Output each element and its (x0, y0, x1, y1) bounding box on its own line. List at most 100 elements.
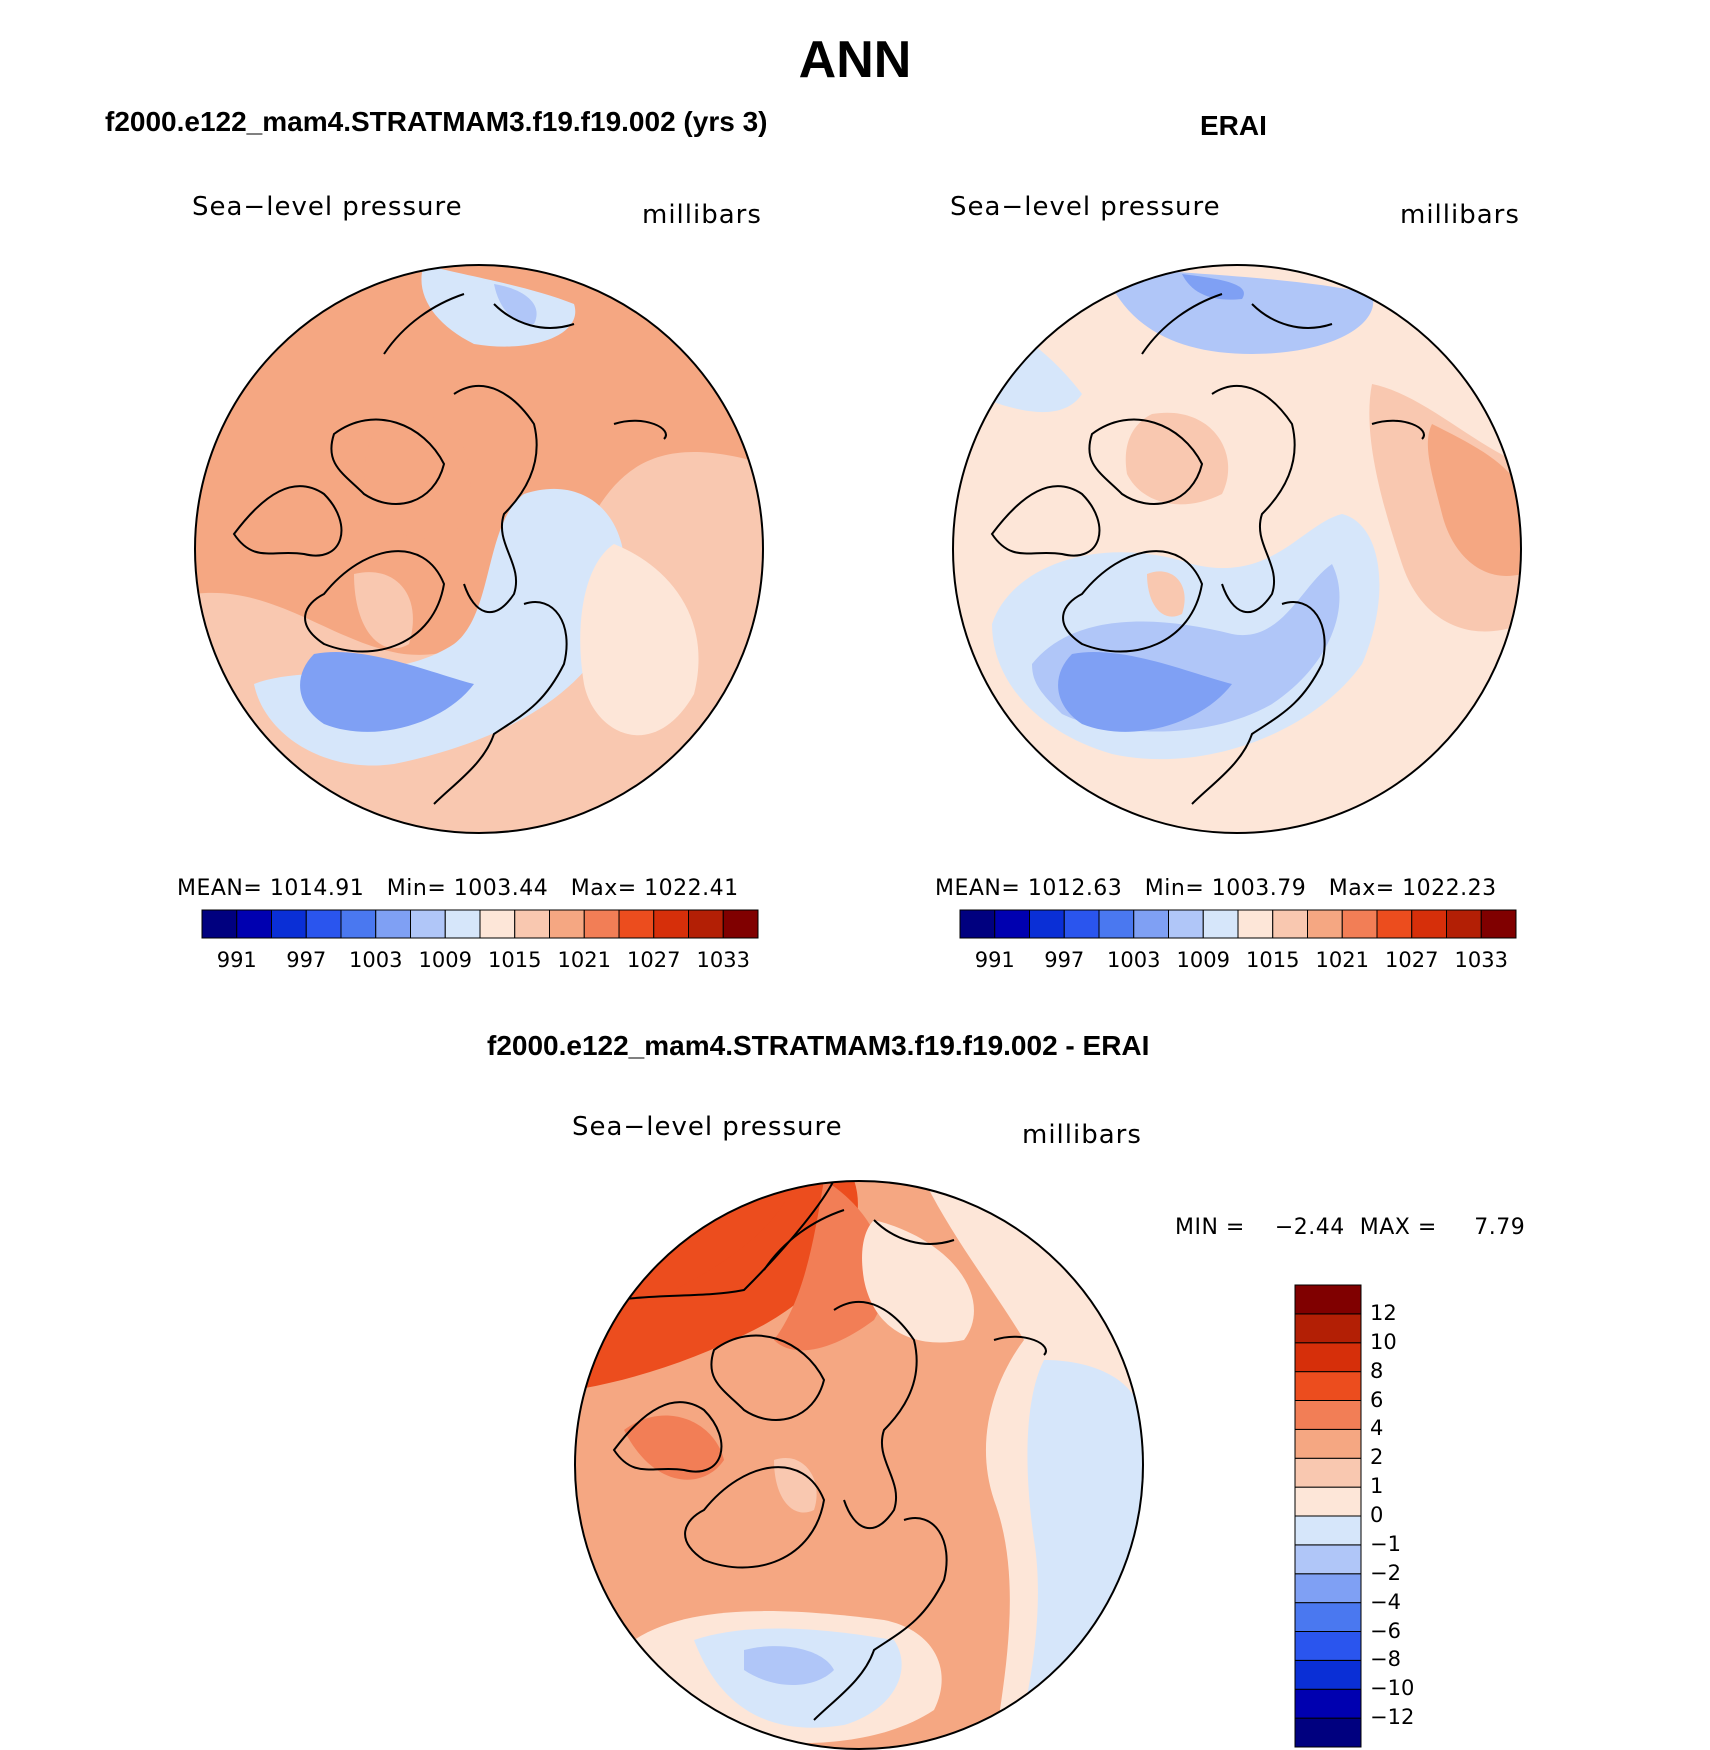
diff-colorbar-tick-label: 8 (1370, 1358, 1384, 1383)
model-colorbar-tick-label: 1015 (488, 948, 542, 972)
obs-colorbar-swatch (1063, 909, 1100, 939)
model-colorbar-tick-label: 1033 (696, 948, 750, 972)
model-colorbar-swatch (340, 909, 377, 939)
model-colorbar-swatch (305, 909, 342, 939)
diff-colorbar-swatch (1294, 1400, 1362, 1430)
obs-variable-label: Sea−level pressure (950, 192, 1221, 222)
obs-stats: MEAN= 1012.63 Min= 1003.79 Max= 1022.23 (935, 876, 1497, 901)
diff-colorbar-tick-label: −12 (1370, 1705, 1415, 1730)
obs-max-value: 1022.23 (1402, 876, 1497, 901)
model-polar-map (194, 264, 764, 834)
diff-colorbar-tick-label: 1 (1370, 1474, 1384, 1499)
obs-units-label: millibars (1400, 200, 1520, 230)
obs-panel-heading: ERAI (1200, 110, 1267, 141)
model-colorbar-swatch (201, 909, 238, 939)
obs-colorbar-swatch (1411, 909, 1447, 939)
diff-colorbar (1294, 1284, 1362, 1748)
obs-colorbar-swatch (1480, 909, 1517, 939)
diff-min-label: MIN = (1175, 1215, 1245, 1240)
obs-colorbar-labels: 991 997 1003 1009 1015 1021 1027 1033 (960, 948, 1516, 976)
model-colorbar-tick-label: 1009 (418, 948, 472, 972)
model-colorbar-swatch (618, 909, 655, 939)
diff-colorbar-swatch (1294, 1544, 1362, 1575)
obs-colorbar-swatch (1168, 909, 1204, 939)
model-units-label: millibars (642, 200, 762, 230)
diff-colorbar-tick-label: 4 (1370, 1416, 1384, 1441)
obs-colorbar-swatch (994, 909, 1030, 939)
diff-colorbar-swatch (1294, 1659, 1362, 1690)
obs-colorbar (959, 909, 1517, 939)
diff-colorbar-tick-label: 12 (1370, 1300, 1397, 1325)
diff-colorbar-swatch (1294, 1602, 1362, 1632)
model-colorbar-swatch (410, 909, 446, 939)
model-colorbar (201, 909, 759, 939)
obs-colorbar-swatch (1237, 909, 1274, 939)
obs-colorbar-tick-label: 991 (974, 948, 1015, 972)
model-colorbar-tick-label: 997 (286, 948, 327, 972)
model-colorbar-swatch (549, 909, 585, 939)
diff-colorbar-swatch (1294, 1313, 1362, 1344)
obs-colorbar-swatch (1272, 909, 1308, 939)
model-mean-label: MEAN= (177, 876, 263, 901)
obs-colorbar-tick-label: 1027 (1385, 948, 1439, 972)
model-colorbar-swatch (375, 909, 411, 939)
figure-title: ANN (798, 31, 912, 89)
model-max-label: Max= (570, 876, 637, 901)
model-colorbar-swatch (688, 909, 724, 939)
obs-colorbar-swatch (1029, 909, 1065, 939)
model-colorbar-swatch (479, 909, 516, 939)
diff-colorbar-tick-label: −4 (1370, 1589, 1401, 1614)
obs-colorbar-swatch (1098, 909, 1135, 939)
model-colorbar-swatch (444, 909, 481, 939)
model-colorbar-tick-label: 1003 (349, 948, 403, 972)
diff-colorbar-tick-label: −6 (1370, 1618, 1401, 1643)
obs-min-label: Min= (1144, 876, 1205, 901)
diff-colorbar-swatch (1294, 1631, 1362, 1661)
diff-variable-label: Sea−level pressure (572, 1112, 843, 1142)
model-colorbar-tick-label: 1021 (557, 948, 611, 972)
diff-polar-map (574, 1180, 1144, 1750)
diff-colorbar-swatch (1294, 1688, 1362, 1719)
obs-colorbar-tick-label: 1021 (1315, 948, 1369, 972)
obs-colorbar-tick-label: 1009 (1176, 948, 1230, 972)
obs-mean-label: MEAN= (935, 876, 1021, 901)
obs-colorbar-swatch (1133, 909, 1169, 939)
obs-colorbar-swatch (1446, 909, 1482, 939)
model-colorbar-swatch (653, 909, 689, 939)
model-colorbar-swatch (514, 909, 550, 939)
diff-colorbar-tick-label: 0 (1370, 1503, 1384, 1527)
diff-colorbar-swatch (1294, 1457, 1362, 1488)
model-stats: MEAN= 1014.91 Min= 1003.44 Max= 1022.41 (177, 876, 739, 901)
diff-colorbar-tick-label: −8 (1370, 1647, 1401, 1672)
model-colorbar-labels: 991 997 1003 1009 1015 1021 1027 1033 (202, 948, 758, 976)
model-colorbar-swatch (236, 909, 272, 939)
diff-colorbar-tick-label: −1 (1370, 1531, 1401, 1556)
obs-mean-value: 1012.63 (1027, 876, 1123, 901)
obs-polar-map (952, 264, 1522, 834)
model-min-value: 1003.44 (453, 876, 549, 901)
diff-max-label: MAX = (1359, 1215, 1437, 1240)
diff-min-value: −2.44 (1274, 1215, 1345, 1240)
diff-colorbar-swatch (1294, 1573, 1362, 1604)
diff-units-label: millibars (1022, 1120, 1142, 1150)
model-max-value: 1022.41 (644, 876, 739, 901)
model-panel-heading: f2000.e122_mam4.STRATMAM3.f19.f19.002 (y… (105, 106, 768, 137)
diff-max-value: 7.79 (1474, 1215, 1526, 1240)
diff-colorbar-swatch (1294, 1284, 1362, 1315)
model-colorbar-swatch (271, 909, 307, 939)
model-colorbar-tick-label: 1027 (627, 948, 681, 972)
obs-min-value: 1003.79 (1211, 876, 1307, 901)
obs-colorbar-swatch (1307, 909, 1343, 939)
model-mean-value: 1014.91 (269, 876, 365, 901)
model-colorbar-swatch (583, 909, 620, 939)
diff-colorbar-swatch (1294, 1717, 1362, 1748)
obs-colorbar-swatch (1376, 909, 1413, 939)
obs-colorbar-swatch (959, 909, 996, 939)
diff-panel-heading: f2000.e122_mam4.STRATMAM3.f19.f19.002 - … (487, 1030, 1150, 1061)
obs-max-label: Max= (1328, 876, 1395, 901)
obs-colorbar-swatch (1202, 909, 1239, 939)
diff-colorbar-swatch (1294, 1428, 1362, 1459)
diff-colorbar-labels: 12 10 8 6 4 2 1 0 −1 −2 −4 −6 −8 −10 −12 (1370, 1285, 1450, 1747)
model-min-label: Min= (386, 876, 447, 901)
model-variable-label: Sea−level pressure (192, 192, 463, 222)
